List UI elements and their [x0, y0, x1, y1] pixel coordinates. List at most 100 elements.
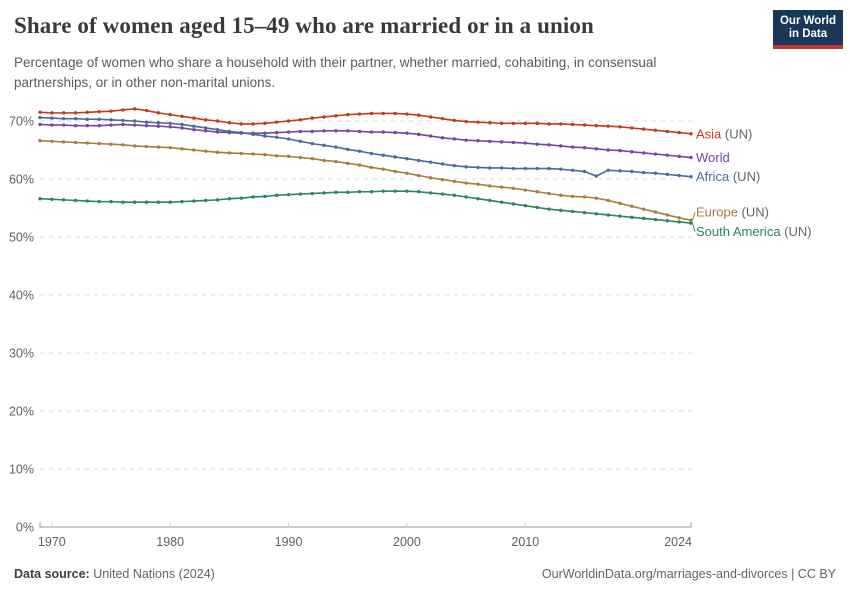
data-point-africa	[618, 169, 622, 173]
data-point-africa	[428, 160, 433, 164]
data-point-africa	[85, 117, 90, 121]
data-point-south-america	[251, 195, 255, 199]
data-point-south-america	[369, 190, 374, 194]
data-point-world	[286, 130, 291, 134]
y-tick-label-40pct: 40%	[9, 289, 34, 303]
data-point-south-america	[440, 192, 445, 196]
data-point-south-america	[523, 203, 527, 208]
data-point-europe	[227, 151, 232, 155]
footer-credit-link[interactable]: OurWorldinData.org/marriages-and-divorce…	[541, 567, 836, 581]
data-point-africa	[653, 171, 658, 175]
data-point-south-america	[180, 199, 184, 204]
data-point-world	[381, 130, 385, 134]
data-point-europe	[61, 140, 66, 144]
data-point-asia	[263, 121, 267, 126]
data-point-africa	[156, 121, 161, 125]
data-point-south-america	[85, 199, 90, 203]
data-point-world	[665, 153, 670, 157]
data-point-world	[38, 122, 42, 127]
x-tick-label-2010: 2010	[511, 535, 539, 549]
x-tick-label-2000: 2000	[393, 535, 421, 549]
legend-africa[interactable]: Africa (UN)	[696, 169, 760, 184]
data-point-africa	[570, 168, 575, 172]
data-point-world	[582, 145, 587, 150]
data-point-world	[393, 130, 397, 135]
data-point-europe	[263, 152, 267, 157]
data-point-world	[298, 129, 303, 134]
data-point-asia	[357, 112, 362, 116]
data-point-world	[322, 129, 326, 133]
data-point-south-america	[665, 219, 670, 223]
data-point-europe	[535, 190, 539, 194]
data-point-africa	[393, 155, 397, 159]
data-point-south-america	[239, 196, 243, 200]
data-point-south-america	[204, 198, 208, 203]
legend-south-america[interactable]: South America (UN)	[696, 224, 812, 239]
data-point-europe	[677, 216, 681, 220]
data-point-world	[653, 152, 658, 156]
data-point-africa	[298, 139, 303, 143]
x-tick-label-1990: 1990	[275, 535, 303, 549]
data-point-africa	[215, 128, 220, 132]
data-point-south-america	[132, 200, 137, 204]
data-point-africa	[73, 116, 78, 121]
data-point-world	[121, 122, 125, 127]
data-point-africa	[523, 166, 527, 171]
data-point-south-america	[559, 208, 563, 213]
data-point-south-america	[476, 197, 480, 201]
data-point-africa	[677, 173, 681, 178]
data-point-asia	[322, 115, 326, 119]
owid-logo: Our World in Data	[772, 10, 843, 49]
data-point-world	[369, 130, 374, 134]
data-point-africa	[582, 169, 587, 174]
data-point-europe	[275, 154, 279, 158]
data-point-world	[61, 123, 66, 127]
data-point-africa	[488, 166, 492, 170]
legend-connector-south-america	[692, 222, 696, 232]
data-point-asia	[559, 122, 563, 126]
data-point-africa	[559, 167, 563, 171]
data-point-asia	[653, 128, 658, 132]
data-point-world	[144, 123, 149, 128]
data-point-asia	[689, 132, 693, 136]
data-point-europe	[357, 163, 362, 167]
data-point-europe	[393, 169, 397, 174]
data-point-south-america	[488, 198, 492, 203]
data-point-europe	[464, 181, 468, 185]
data-point-africa	[511, 166, 516, 171]
data-point-south-america	[689, 221, 693, 225]
data-point-asia	[144, 108, 149, 113]
data-point-europe	[346, 161, 350, 166]
data-point-south-america	[428, 191, 433, 195]
data-point-south-america	[405, 189, 409, 193]
legend-world[interactable]: World	[696, 150, 730, 165]
data-point-asia	[73, 111, 78, 115]
data-point-south-america	[547, 207, 551, 211]
data-point-africa	[665, 172, 670, 177]
data-point-asia	[97, 110, 101, 114]
data-point-south-america	[452, 193, 456, 197]
data-point-world	[132, 123, 137, 127]
data-point-world	[488, 139, 492, 143]
data-point-africa	[417, 158, 421, 163]
data-point-world	[689, 155, 693, 160]
data-point-world	[50, 123, 54, 127]
legend-europe[interactable]: Europe (UN)	[696, 205, 769, 220]
data-point-south-america	[227, 197, 232, 201]
data-point-africa	[286, 137, 291, 141]
data-point-asia	[405, 112, 409, 116]
data-point-africa	[594, 174, 599, 178]
data-point-asia	[239, 122, 243, 126]
data-point-africa	[547, 166, 551, 171]
series-line-africa	[39, 116, 692, 178]
data-point-africa	[263, 134, 267, 138]
data-point-south-america	[594, 212, 599, 216]
data-point-europe	[156, 145, 161, 149]
data-point-africa	[109, 118, 113, 122]
data-point-south-america	[570, 209, 575, 214]
data-point-asia	[535, 121, 539, 126]
data-point-asia	[180, 114, 184, 119]
legend-asia[interactable]: Asia (UN)	[696, 126, 752, 141]
data-point-europe	[334, 159, 338, 164]
